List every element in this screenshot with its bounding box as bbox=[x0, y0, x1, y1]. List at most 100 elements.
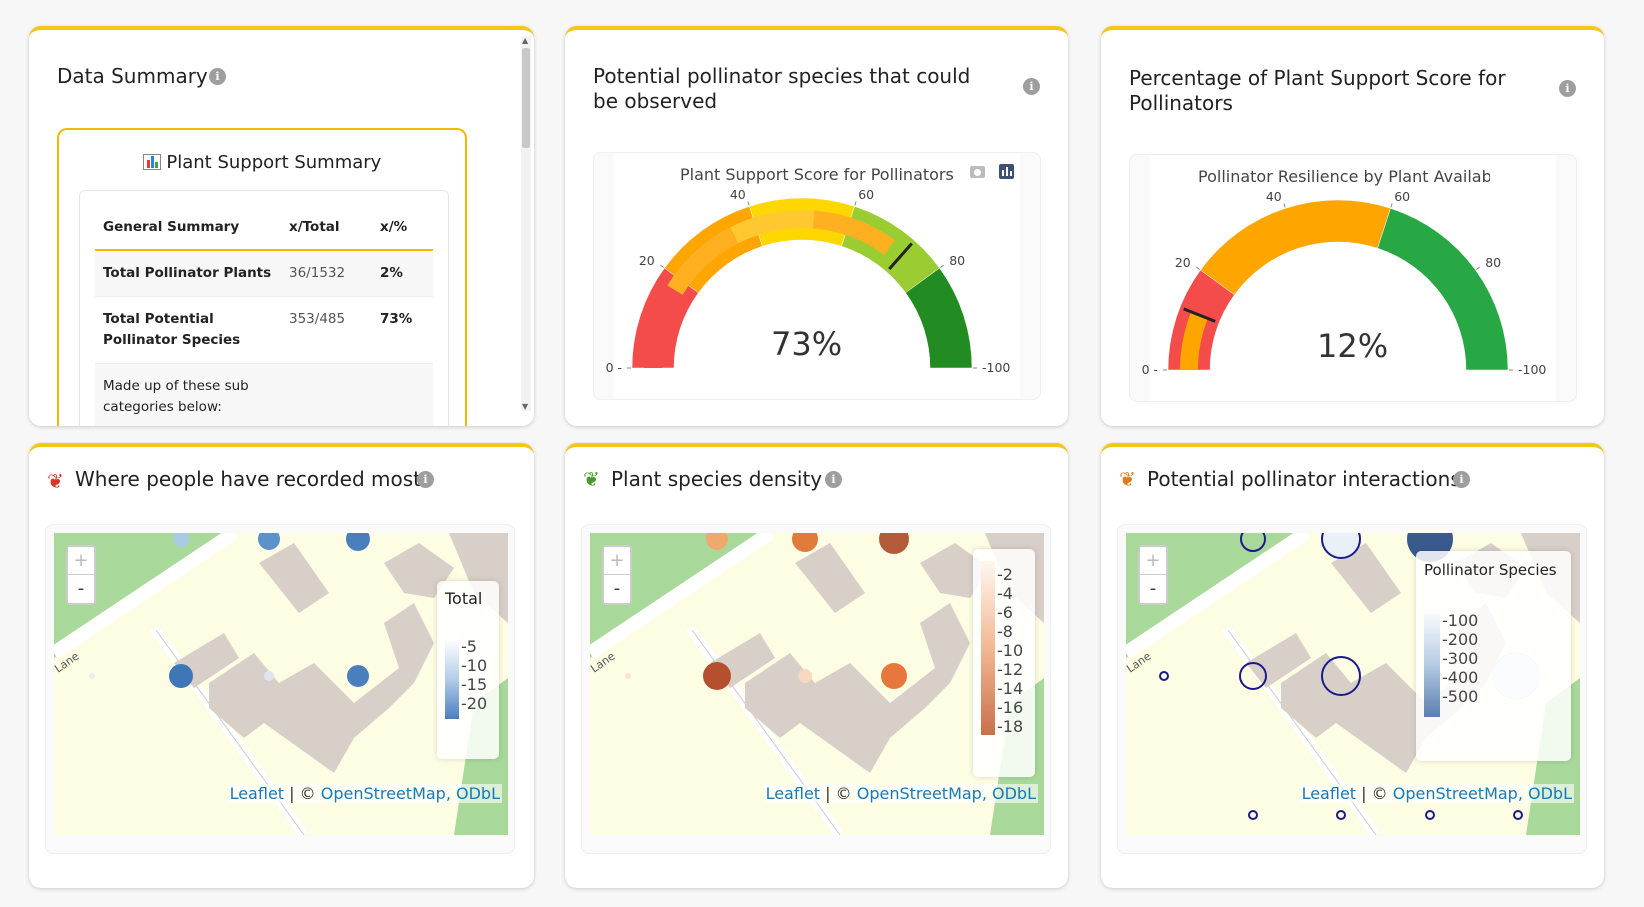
map-attribution: Leaflet | © OpenStreetMap, ODbL bbox=[227, 784, 502, 803]
zoom-out-button[interactable]: - bbox=[1149, 578, 1157, 599]
gauge1-plot-area: Plant Support Score for Pollinators 0 - 2… bbox=[606, 153, 1020, 399]
info-icon[interactable]: i bbox=[1023, 78, 1040, 95]
zoom-out-button[interactable]: - bbox=[613, 578, 621, 599]
gauge1-svg: 0 - 20 40 60 80 -100 bbox=[606, 187, 1011, 375]
building bbox=[1331, 543, 1401, 613]
potential-pollinator-species-card: Potential pollinator species that could … bbox=[565, 26, 1068, 426]
map3-title: Potential pollinator interactions bbox=[1147, 467, 1461, 491]
plant-density-map-card: ❦ Plant species density i Lane + - -2 -4-… bbox=[565, 443, 1068, 888]
map-marker bbox=[1321, 656, 1361, 696]
map-marker bbox=[881, 663, 907, 689]
gauge-tick-mark bbox=[660, 264, 664, 268]
legend-tick-label: -15 bbox=[461, 675, 488, 694]
gauge-tick-label: 40 bbox=[1266, 189, 1282, 204]
legend-tick-label: -14 bbox=[997, 679, 1024, 698]
map2-view[interactable]: Lane + - -2 -4 -6 -8 -10 -12 -14 -16 -18 Leaflet… bbox=[590, 533, 1044, 835]
gauge-tick-mark bbox=[1283, 203, 1286, 208]
info-icon[interactable]: i bbox=[1559, 80, 1576, 97]
gauge-inner-bar-1 bbox=[667, 227, 739, 295]
gauge-tick-mark bbox=[1196, 266, 1200, 270]
plant-support-summary-heading: Plant Support Summary bbox=[59, 152, 465, 173]
legend-gradient bbox=[445, 639, 459, 719]
scroll-thumb[interactable] bbox=[522, 48, 530, 148]
gauge2-plot-area: Pollinator Resilience by Plant Availabil… bbox=[1142, 155, 1556, 401]
map-marker bbox=[1513, 810, 1523, 820]
gauge2-svg: 0 - 20 40 60 80 -100 bbox=[1142, 189, 1547, 377]
data-summary-title: Data Summary bbox=[57, 64, 208, 88]
info-icon[interactable]: i bbox=[825, 471, 842, 488]
camera-icon[interactable] bbox=[970, 166, 985, 178]
gauge-tick-label: 80 bbox=[1485, 255, 1501, 270]
plant-support-summary-title: Plant Support Summary bbox=[166, 152, 382, 173]
gauge2-value: 12% bbox=[1317, 327, 1389, 365]
osm-link[interactable]: OpenStreetMap, ODbL bbox=[1392, 784, 1572, 803]
legend-tick-label: -20 bbox=[461, 694, 488, 713]
map-marker bbox=[625, 673, 631, 679]
info-icon[interactable]: i bbox=[417, 471, 434, 488]
leaflet-link[interactable]: Leaflet bbox=[1301, 784, 1357, 803]
gauge-tick-mark bbox=[854, 201, 857, 206]
gauge-tick-mark bbox=[1476, 266, 1480, 270]
legend-gradient bbox=[1424, 609, 1440, 717]
leaflet-link[interactable]: Leaflet bbox=[229, 784, 285, 803]
osm-link[interactable]: OpenStreetMap, ODbL bbox=[320, 784, 500, 803]
legend-tick-label: -400 bbox=[1442, 668, 1479, 687]
vertical-scrollbar[interactable]: ▲ ▼ bbox=[521, 36, 531, 411]
road bbox=[1126, 533, 1310, 659]
gauge1-value: 73% bbox=[771, 325, 843, 363]
road bbox=[54, 533, 238, 659]
column-header: x/% bbox=[371, 203, 433, 251]
legend-tick-label: -8 bbox=[997, 622, 1013, 641]
zoom-in-button[interactable]: + bbox=[68, 547, 94, 575]
row-label: Made up of these sub categories below: bbox=[95, 363, 281, 426]
map-marker bbox=[1425, 810, 1435, 820]
row-label: Total Pollinator Plants bbox=[95, 250, 281, 297]
pollinator-interactions-map-card: ❦ Potential pollinator interactions i La… bbox=[1101, 443, 1604, 888]
gauge-inner-bar-2 bbox=[730, 210, 815, 244]
gauge-inner-bar-0 bbox=[644, 285, 683, 368]
map-marker bbox=[1239, 662, 1267, 690]
gauge2-card-title: Percentage of Plant Support Score for Po… bbox=[1129, 66, 1506, 115]
map1-legend: Total -5 -10 -15 -20 bbox=[437, 581, 499, 759]
map-marker bbox=[1321, 533, 1361, 559]
map3-legend: Pollinator Species -100 -200 -300 -400 -500 bbox=[1416, 551, 1571, 761]
scroll-down-arrow-icon[interactable]: ▼ bbox=[522, 402, 529, 411]
gauge2-chart-title: Pollinator Resilience by Plant Availabil… bbox=[1198, 167, 1490, 186]
legend-tick-label: -12 bbox=[997, 660, 1024, 679]
map1-view[interactable]: Lane + - Total -5 -10 -15 -20 Leaflet | © O… bbox=[54, 533, 508, 835]
building bbox=[1281, 603, 1506, 773]
zoom-in-button[interactable]: + bbox=[604, 547, 630, 575]
row-percent bbox=[371, 363, 433, 426]
recorded-most-map-card: ❦ Where people have recorded most i Lane… bbox=[29, 443, 534, 888]
summary-table: General Summary x/Total x/% Total Pollin… bbox=[95, 203, 433, 426]
gauge-threshold-marker bbox=[888, 242, 913, 270]
zoom-out-button[interactable]: - bbox=[77, 578, 85, 599]
road bbox=[590, 533, 774, 659]
gauge1-panel: Plant Support Score for Pollinators 0 - 2… bbox=[593, 152, 1041, 400]
map2-title: Plant species density bbox=[611, 467, 823, 491]
building bbox=[745, 603, 970, 773]
map-marker bbox=[89, 673, 95, 679]
gauge-tick-label: 60 bbox=[1394, 189, 1410, 204]
gauge-tick-label: 0 - bbox=[606, 360, 622, 375]
butterfly-red-icon: ❦ bbox=[47, 469, 64, 493]
zoom-in-button[interactable]: + bbox=[1140, 547, 1166, 575]
info-icon[interactable]: i bbox=[209, 68, 226, 85]
map-marker bbox=[169, 664, 193, 688]
info-icon[interactable]: i bbox=[1453, 471, 1470, 488]
scroll-up-arrow-icon[interactable]: ▲ bbox=[522, 36, 529, 45]
building bbox=[795, 543, 865, 613]
gauge-tick-label: 80 bbox=[949, 253, 965, 268]
plotly-logo-icon[interactable] bbox=[999, 164, 1014, 179]
legend-tick-label: -10 bbox=[461, 656, 488, 675]
legend-tick-label: -300 bbox=[1442, 649, 1479, 668]
map1-panel: Lane + - Total -5 -10 -15 -20 Leaflet | © O… bbox=[45, 524, 515, 854]
building bbox=[384, 543, 454, 598]
attribution-separator: | © bbox=[820, 784, 857, 803]
map-marker bbox=[264, 671, 274, 681]
leaflet-link[interactable]: Leaflet bbox=[765, 784, 821, 803]
row-percent: 73% bbox=[371, 296, 433, 364]
osm-link[interactable]: OpenStreetMap, ODbL bbox=[856, 784, 1036, 803]
map3-view[interactable]: Lane + - Pollinator Species -100 -200 -300… bbox=[1126, 533, 1580, 835]
legend-tick-label: -2 bbox=[997, 565, 1013, 584]
